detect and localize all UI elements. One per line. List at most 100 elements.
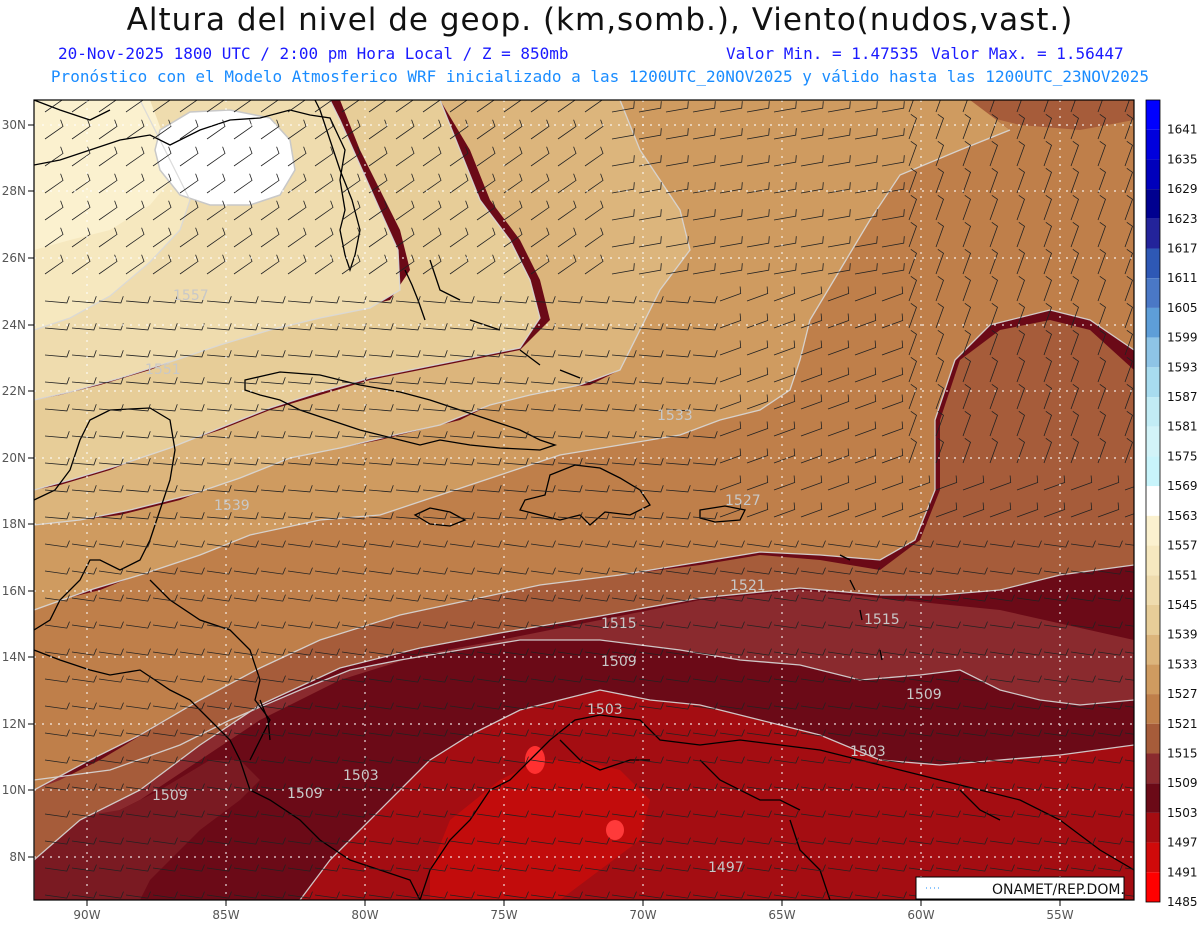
wind-barb [584, 100, 603, 113]
wind-barb [206, 377, 232, 385]
wind-barb [746, 182, 770, 194]
wind-barb [44, 621, 70, 629]
wind-barb [854, 421, 877, 437]
wind-barb [368, 729, 394, 737]
wind-barb [665, 891, 691, 899]
wind-barb [476, 729, 502, 737]
wind-barb [1097, 302, 1106, 329]
wind-barb [476, 458, 502, 466]
wind-barb [746, 286, 769, 302]
wind-barb [71, 512, 97, 520]
wind-barb [98, 485, 124, 493]
wind-barb [1043, 864, 1069, 872]
colorbar-label: 1599 [1167, 331, 1198, 345]
wind-barb [557, 227, 577, 248]
wind-barb [989, 100, 995, 113]
wind-barb [800, 155, 824, 167]
lon-label: 55W [1046, 908, 1073, 922]
wind-barb [908, 100, 914, 113]
wind-barb [827, 448, 850, 464]
wind-barb [881, 128, 905, 140]
wind-barb [908, 567, 934, 575]
wind-barb [746, 837, 772, 845]
wind-barb [98, 756, 124, 764]
wind-barb [179, 648, 205, 656]
wind-barb [233, 146, 253, 167]
wind-barb [800, 567, 826, 575]
wind-barb [476, 323, 502, 331]
lat-label: 16N [2, 584, 26, 598]
wind-barb [854, 837, 880, 845]
wind-barb [152, 567, 178, 575]
contour-label: 1503 [587, 702, 623, 718]
wind-barb [800, 648, 826, 656]
wind-barb [935, 356, 944, 383]
wind-barb [368, 146, 388, 167]
wind-barb [152, 756, 178, 764]
wind-barb [1070, 594, 1096, 602]
wind-barb [638, 155, 662, 167]
wind-barb [746, 502, 769, 518]
wind-barb [71, 567, 97, 575]
wind-barb [989, 329, 998, 356]
wind-barb [989, 275, 998, 302]
wind-barb [314, 810, 340, 818]
wind-barb [1097, 783, 1123, 791]
colorbar-swatch [1146, 129, 1160, 160]
wind-barb [746, 675, 772, 683]
wind-barb [476, 173, 496, 194]
wind-barb [341, 173, 361, 194]
contour-label: 1503 [850, 744, 886, 760]
wind-barb [611, 128, 635, 140]
wind-barb [476, 377, 502, 385]
colorbar-label: 1533 [1167, 657, 1198, 671]
wind-barb [71, 783, 97, 791]
wind-barb [422, 621, 448, 629]
wind-barb [827, 155, 851, 167]
wind-barb [125, 146, 145, 167]
wind-barb [395, 648, 421, 656]
wind-barb [800, 702, 826, 710]
wind-barb [827, 675, 853, 683]
wind-barb [800, 837, 826, 845]
wind-barb [557, 729, 583, 737]
wind-barb [287, 173, 307, 194]
wind-barb [638, 756, 664, 764]
wind-barb [1016, 194, 1025, 221]
wind-barb [611, 485, 637, 493]
wind-barb [935, 140, 944, 167]
wind-barb [773, 702, 799, 710]
wind-barb [908, 221, 917, 248]
wind-barb [989, 410, 998, 437]
wind-barb [1016, 864, 1042, 872]
wind-barb [854, 675, 880, 683]
wind-barb [206, 810, 232, 818]
coastlines [34, 100, 1134, 900]
wind-barb [206, 567, 232, 575]
wind-barb [881, 236, 905, 248]
wind-barb [530, 119, 550, 140]
wind-barb [314, 594, 340, 602]
wind-barb [746, 810, 772, 818]
wind-barb [206, 200, 226, 221]
wind-barb [611, 783, 637, 791]
wind-barb [665, 512, 691, 520]
wind-barb [206, 404, 232, 412]
wind-barb [962, 864, 988, 872]
wind-barb [692, 263, 716, 275]
wind-barb [152, 377, 178, 385]
wind-barb [1070, 248, 1079, 275]
lat-label: 14N [2, 650, 26, 664]
wind-barb [854, 502, 877, 518]
wind-barb [422, 200, 442, 221]
wind-barb [449, 594, 475, 602]
wind-barb [260, 485, 286, 493]
wind-barb [152, 350, 178, 358]
wind-barb [827, 128, 851, 140]
wind-barb [557, 254, 577, 275]
wind-barb [179, 200, 199, 221]
wind-barb [665, 209, 689, 221]
wind-barb [233, 891, 259, 899]
wind-barb [395, 621, 421, 629]
wind-barb [611, 891, 637, 899]
